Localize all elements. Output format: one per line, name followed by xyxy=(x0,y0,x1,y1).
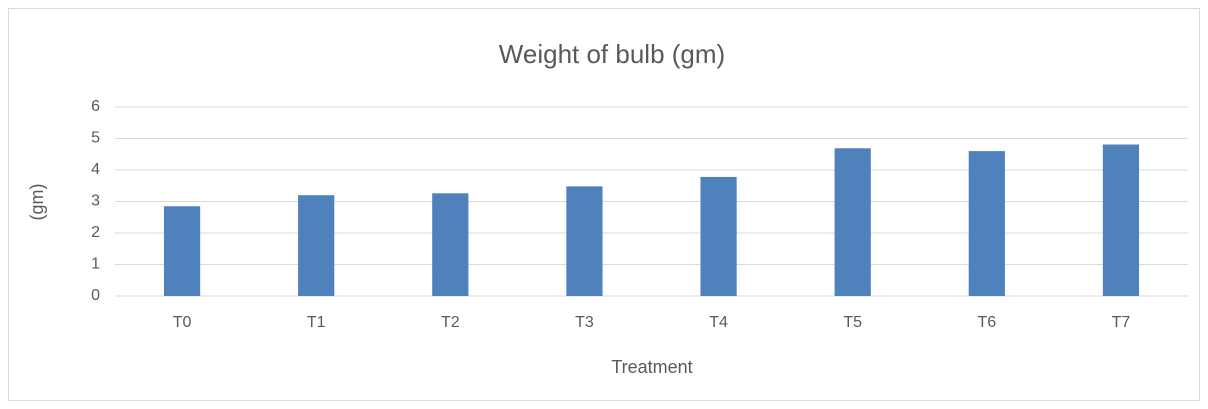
bar xyxy=(163,206,201,296)
x-axis-label: Treatment xyxy=(611,357,692,377)
y-tick-label: 0 xyxy=(91,287,100,304)
x-tick-label: T7 xyxy=(1112,314,1131,331)
y-tick-label: 5 xyxy=(91,130,100,147)
bar xyxy=(298,195,335,296)
x-tick-label: T3 xyxy=(575,314,594,331)
y-tick-label: 6 xyxy=(91,98,100,115)
bar xyxy=(1102,144,1140,296)
bar xyxy=(834,148,871,296)
bar xyxy=(700,176,737,296)
y-tick-label: 1 xyxy=(91,256,100,273)
x-tick-label: T6 xyxy=(977,314,996,331)
bar xyxy=(432,193,469,296)
bar xyxy=(566,186,603,296)
y-axis-label: (gm) xyxy=(27,184,47,221)
x-tick-label: T2 xyxy=(441,314,460,331)
x-tick-label: T5 xyxy=(843,314,862,331)
y-tick-label: 2 xyxy=(91,224,100,241)
x-tick-label: T0 xyxy=(173,314,192,331)
bar xyxy=(968,151,1005,296)
y-tick-label: 3 xyxy=(91,193,100,210)
chart-title: Weight of bulb (gm) xyxy=(499,39,725,69)
y-tick-label: 4 xyxy=(91,161,100,178)
x-tick-label: T4 xyxy=(709,314,728,331)
x-tick-label: T1 xyxy=(307,314,326,331)
